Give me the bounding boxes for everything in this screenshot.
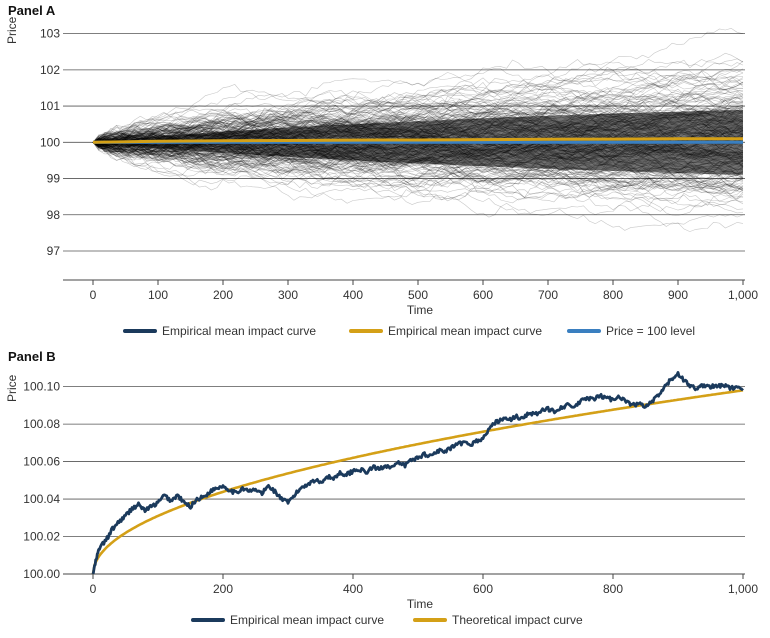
- simulated-path: [92, 137, 744, 212]
- simulated-path: [92, 68, 744, 143]
- panel-b-y-ticks: 100.00 100.02 100.04 100.06 100.08 100.10: [23, 380, 60, 581]
- simulated-path: [92, 139, 744, 215]
- x-tick-label: 800: [603, 582, 623, 596]
- y-tick-label: 100: [40, 135, 60, 149]
- legend-label: Theoretical impact curve: [452, 613, 583, 627]
- simulated-path: [92, 142, 744, 184]
- panel-a-y-ticks: 97 98 99 100 101 102 103: [40, 27, 60, 258]
- panel-a-simulated-paths: [92, 27, 744, 232]
- panel-b-y-axis-title: Price: [5, 374, 19, 402]
- y-tick-label: 100.02: [23, 530, 60, 544]
- panel-b-legend: Empirical mean impact curve Theoretical i…: [191, 613, 583, 627]
- simulated-path: [92, 52, 744, 145]
- x-tick-label: 200: [213, 582, 233, 596]
- simulated-path: [92, 70, 744, 145]
- y-tick-label: 100.10: [23, 380, 60, 394]
- series-line: [91, 371, 744, 575]
- simulated-path: [92, 67, 744, 144]
- simulated-path: [92, 142, 744, 192]
- simulated-path: [92, 138, 744, 195]
- x-tick-label: 0: [90, 288, 97, 302]
- simulated-path: [92, 142, 744, 183]
- x-tick-label: 500: [408, 288, 428, 302]
- simulated-path: [92, 67, 744, 145]
- simulated-path: [92, 142, 744, 191]
- simulated-path: [92, 138, 744, 182]
- simulated-path: [92, 89, 744, 143]
- simulated-path: [92, 76, 744, 143]
- simulated-path: [92, 140, 744, 196]
- x-tick-label: 1,000: [728, 582, 758, 596]
- simulated-path: [92, 142, 744, 204]
- simulated-path: [92, 27, 744, 143]
- simulated-path: [92, 139, 744, 216]
- y-tick-label: 99: [47, 172, 61, 186]
- x-tick-label: 400: [343, 288, 363, 302]
- simulated-path: [92, 77, 744, 148]
- panel-b-x-axis-title: Time: [407, 597, 434, 611]
- y-tick-label: 101: [40, 99, 60, 113]
- simulated-path: [92, 85, 744, 143]
- panel-a-y-axis-title: Price: [5, 16, 19, 44]
- x-tick-label: 800: [603, 288, 623, 302]
- simulated-path: [92, 84, 744, 148]
- series-line: [92, 137, 743, 144]
- legend-label: Empirical mean impact curve: [230, 613, 384, 627]
- simulated-path: [92, 102, 744, 143]
- simulated-path: [92, 94, 744, 144]
- panel-a-series: [92, 137, 743, 144]
- panel-b-series: [91, 371, 744, 575]
- simulated-path: [92, 142, 744, 227]
- legend-label: Price = 100 level: [606, 324, 695, 338]
- x-tick-label: 700: [538, 288, 558, 302]
- simulated-path: [92, 89, 744, 146]
- panel-a-chart: Panel A Price 97 98 99 100 101 102 103 0 100 200…: [5, 3, 758, 338]
- panel-b-x-ticks: 0 200 400 600 800 1,000: [90, 574, 758, 596]
- simulated-path: [92, 72, 744, 143]
- panel-b-title: Panel B: [8, 349, 56, 364]
- x-tick-label: 900: [668, 288, 688, 302]
- y-tick-label: 102: [40, 63, 60, 77]
- simulated-path: [92, 58, 744, 148]
- panel-a-title: Panel A: [8, 3, 56, 18]
- simulated-path: [92, 139, 744, 198]
- simulated-path: [92, 60, 744, 147]
- x-tick-label: 200: [213, 288, 233, 302]
- y-tick-label: 100.08: [23, 417, 60, 431]
- series-line: [91, 389, 744, 575]
- x-tick-label: 400: [343, 582, 363, 596]
- simulated-path: [92, 142, 744, 202]
- simulated-path: [92, 142, 744, 205]
- y-tick-label: 97: [47, 244, 61, 258]
- simulated-path: [92, 141, 744, 195]
- simulated-path: [92, 142, 744, 232]
- legend-label: Empirical mean impact curve: [162, 324, 316, 338]
- x-tick-label: 1,000: [728, 288, 758, 302]
- panel-b-gridlines: [63, 386, 745, 575]
- x-tick-label: 100: [148, 288, 168, 302]
- panel-a-x-ticks: 0 100 200 300 400 500 600 700 800 900 1,000: [90, 280, 758, 302]
- y-tick-label: 98: [47, 208, 61, 222]
- x-tick-label: 600: [473, 288, 493, 302]
- x-tick-label: 300: [278, 288, 298, 302]
- y-tick-label: 103: [40, 27, 60, 41]
- panel-b-chart: Panel B Price 100.00100.02100.04100.0610…: [5, 349, 758, 627]
- simulated-path: [92, 133, 744, 199]
- y-tick-label: 100.04: [23, 492, 60, 506]
- y-tick-label: 100.00: [23, 567, 60, 581]
- simulated-path: [92, 141, 744, 191]
- simulated-path: [92, 75, 744, 145]
- x-tick-label: 0: [90, 582, 97, 596]
- y-tick-label: 100.06: [23, 455, 60, 469]
- legend-label: Empirical mean impact curve: [388, 324, 542, 338]
- simulated-path: [92, 71, 744, 148]
- x-tick-label: 600: [473, 582, 493, 596]
- panel-a-legend: Empirical mean impact curve Empirical mea…: [123, 324, 695, 338]
- panel-a-x-axis-title: Time: [407, 303, 434, 317]
